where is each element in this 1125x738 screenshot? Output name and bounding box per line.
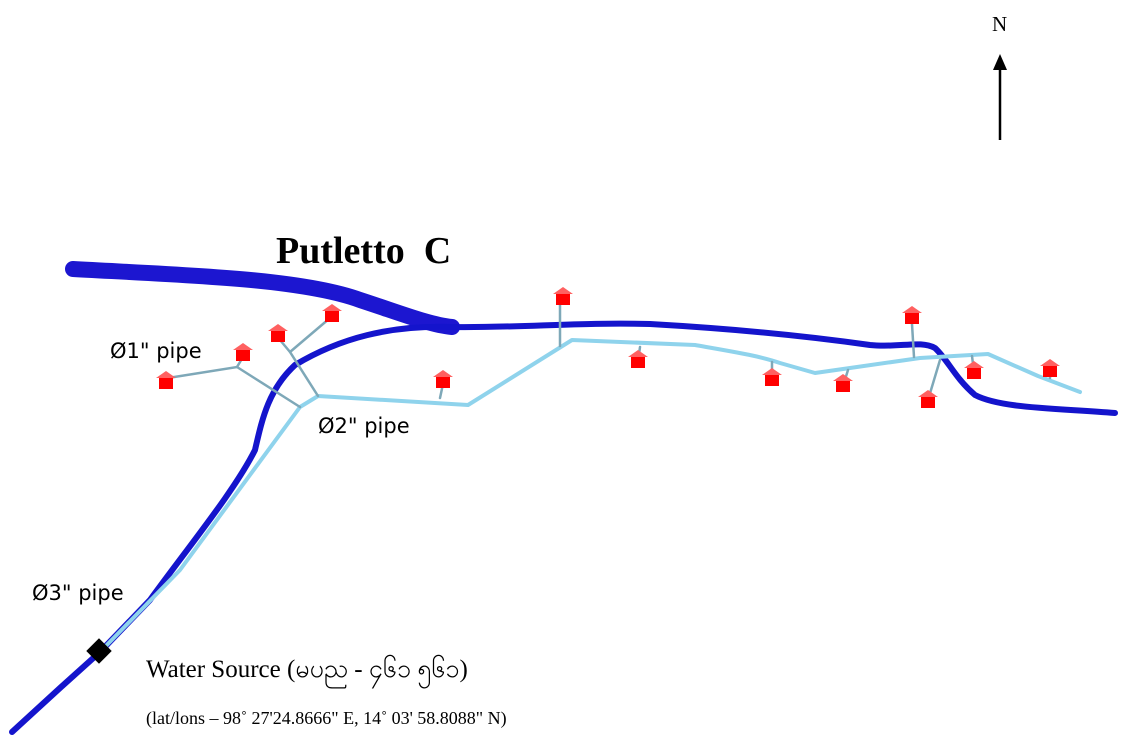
pipe-label-2in: Ø2" pipe xyxy=(318,414,410,438)
house-marker xyxy=(628,350,648,368)
house-marker xyxy=(233,343,253,361)
house-marker xyxy=(918,390,938,408)
north-arrow-icon xyxy=(993,54,1007,70)
pipe-label-1in: Ø1" pipe xyxy=(110,339,202,363)
main-pipe xyxy=(9,320,1118,735)
north-label: N xyxy=(992,12,1007,36)
service-line xyxy=(910,322,916,359)
house-marker xyxy=(964,361,984,379)
map-title: Putletto C xyxy=(276,230,451,272)
water-source-coordinates: (lat/lons – 98˚ 27'24.8666" E, 14˚ 03' 5… xyxy=(146,708,507,729)
water-source-marker xyxy=(86,638,112,664)
service-line xyxy=(278,338,320,398)
house-marker xyxy=(553,287,573,305)
house-marker xyxy=(322,304,342,322)
house-marker xyxy=(762,368,782,386)
house-marker xyxy=(1040,359,1060,377)
house-marker xyxy=(433,370,453,388)
pipe-label-3in: Ø3" pipe xyxy=(32,581,124,605)
house-marker xyxy=(156,371,176,389)
water-source-label: Water Source (မပည - ၄၆ၥ ၅၆ၥ) xyxy=(146,654,468,688)
north-arrow: N xyxy=(992,12,1007,140)
service-line xyxy=(288,316,332,354)
house-marker xyxy=(902,306,922,324)
houses xyxy=(156,287,1060,408)
stream xyxy=(65,261,460,335)
house-marker xyxy=(268,324,288,342)
distribution-pipe xyxy=(98,338,1082,654)
house-marker xyxy=(833,374,853,392)
